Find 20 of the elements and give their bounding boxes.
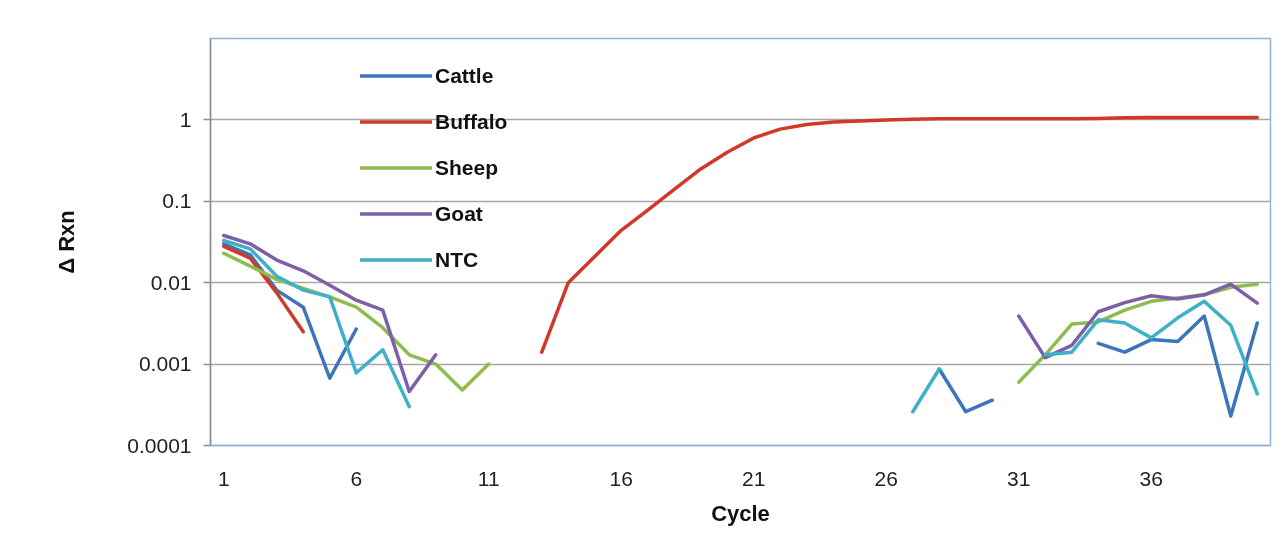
x-tick-label: 6 bbox=[350, 466, 363, 490]
y-tick-label: 1 bbox=[179, 107, 192, 131]
y-tick-label: 0.0001 bbox=[127, 433, 192, 457]
x-tick-label: 1 bbox=[217, 466, 230, 490]
legend-label: NTC bbox=[435, 247, 479, 272]
y-axis-title: Δ Rxn bbox=[54, 210, 80, 274]
x-tick-label: 26 bbox=[874, 466, 898, 490]
y-tick-label: 0.001 bbox=[138, 352, 192, 376]
x-tick-label: 21 bbox=[742, 466, 766, 490]
legend-label: Cattle bbox=[435, 63, 494, 88]
x-tick-label: 16 bbox=[609, 466, 633, 490]
y-tick-label: 0.01 bbox=[150, 270, 192, 294]
legend-label: Sheep bbox=[435, 155, 499, 180]
y-tick-label: 0.1 bbox=[162, 189, 192, 213]
x-tick-label: 11 bbox=[477, 466, 500, 490]
x-axis-title: Cycle bbox=[711, 500, 770, 526]
legend-label: Goat bbox=[435, 201, 483, 226]
x-tick-label: 36 bbox=[1139, 466, 1163, 490]
legend-label: Buffalo bbox=[435, 109, 508, 134]
x-tick-label: 31 bbox=[1007, 466, 1031, 490]
